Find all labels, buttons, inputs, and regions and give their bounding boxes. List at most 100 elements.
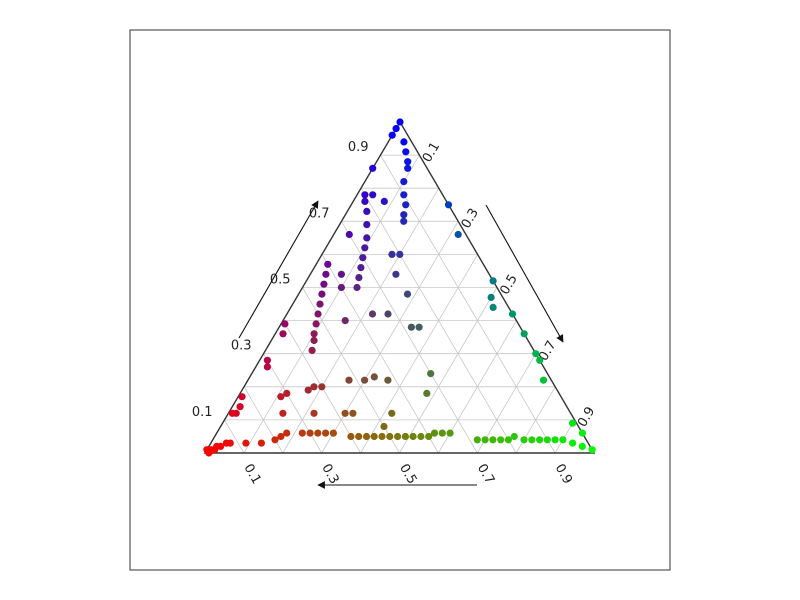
left-axis-arrow <box>238 200 319 339</box>
left-tick-label: 0.1 <box>192 405 213 420</box>
data-point <box>316 300 324 308</box>
grid-line <box>380 154 556 454</box>
data-point <box>384 310 392 318</box>
data-point <box>415 323 423 331</box>
data-point <box>536 436 544 444</box>
data-point <box>279 330 287 338</box>
data-point <box>504 436 512 444</box>
data-point <box>487 293 495 301</box>
data-point <box>263 363 271 371</box>
data-point <box>298 429 306 437</box>
data-point <box>314 310 322 318</box>
data-point <box>236 403 244 411</box>
data-point <box>363 207 371 215</box>
data-point <box>578 442 586 450</box>
grid-line <box>399 287 498 454</box>
data-point <box>392 125 400 133</box>
data-point <box>277 393 285 401</box>
data-point <box>370 373 378 381</box>
grid-line <box>224 419 245 454</box>
data-point <box>520 436 528 444</box>
data-point <box>353 283 361 292</box>
data-point <box>473 436 481 444</box>
data-point <box>384 376 392 384</box>
grid-line <box>263 353 323 454</box>
data-point <box>363 221 371 229</box>
data-point <box>337 283 345 292</box>
data-point <box>508 310 517 318</box>
data-point <box>427 370 435 378</box>
data-point <box>400 138 408 146</box>
data-point <box>532 350 540 358</box>
data-point <box>310 336 318 345</box>
data-point <box>318 290 326 298</box>
data-point <box>388 250 396 258</box>
data-point <box>361 376 369 384</box>
data-point <box>213 442 221 450</box>
data-point <box>341 317 349 325</box>
data-point <box>361 244 369 252</box>
right-axis-arrow <box>485 204 564 343</box>
data-point <box>368 310 377 318</box>
data-point <box>283 429 291 437</box>
data-point <box>361 197 369 205</box>
data-point <box>392 270 400 278</box>
data-point <box>361 191 369 199</box>
data-point <box>403 290 412 298</box>
data-point <box>409 432 417 441</box>
left-tick-label: 0.9 <box>348 140 369 155</box>
data-point <box>446 429 454 437</box>
data-point <box>400 211 408 219</box>
data-point <box>369 191 377 199</box>
data-point <box>310 383 318 391</box>
data-point <box>322 270 330 278</box>
data-point <box>396 250 404 258</box>
data-point <box>407 323 415 331</box>
data-point <box>357 264 365 272</box>
data-point <box>312 320 320 328</box>
data-point <box>520 330 528 338</box>
data-point <box>559 436 567 444</box>
data-point <box>324 260 332 268</box>
data-point <box>345 230 353 239</box>
data-point <box>588 446 596 454</box>
data-point <box>386 432 394 441</box>
data-point <box>322 429 330 437</box>
data-point <box>454 230 462 239</box>
data-point <box>380 197 388 205</box>
data-point <box>277 432 285 441</box>
data-point <box>242 439 250 447</box>
grid-line <box>243 154 420 454</box>
data-point <box>400 178 408 186</box>
data-point <box>314 429 322 437</box>
data-point <box>430 429 439 437</box>
data-point <box>400 191 408 199</box>
data-point <box>404 158 412 166</box>
data-point <box>425 432 433 441</box>
data-point <box>347 432 355 441</box>
grid-line <box>476 353 537 454</box>
data-point <box>363 234 371 242</box>
data-point <box>228 409 236 417</box>
data-point <box>279 409 287 417</box>
data-point <box>310 330 318 338</box>
data-point <box>205 449 213 457</box>
data-point <box>341 409 349 417</box>
data-point <box>304 386 312 394</box>
left-tick-label: 0.3 <box>231 339 252 354</box>
data-point <box>349 409 357 417</box>
data-point <box>318 383 326 391</box>
data-point <box>271 436 279 444</box>
data-point <box>417 432 425 441</box>
data-point <box>320 280 328 288</box>
data-point <box>402 201 410 209</box>
data-point <box>510 432 518 441</box>
data-point <box>438 429 446 437</box>
data-points <box>203 118 596 457</box>
data-point <box>359 254 367 262</box>
data-point <box>388 409 396 417</box>
data-point <box>370 432 378 441</box>
triangle-outline <box>203 120 596 454</box>
data-point <box>226 439 234 447</box>
